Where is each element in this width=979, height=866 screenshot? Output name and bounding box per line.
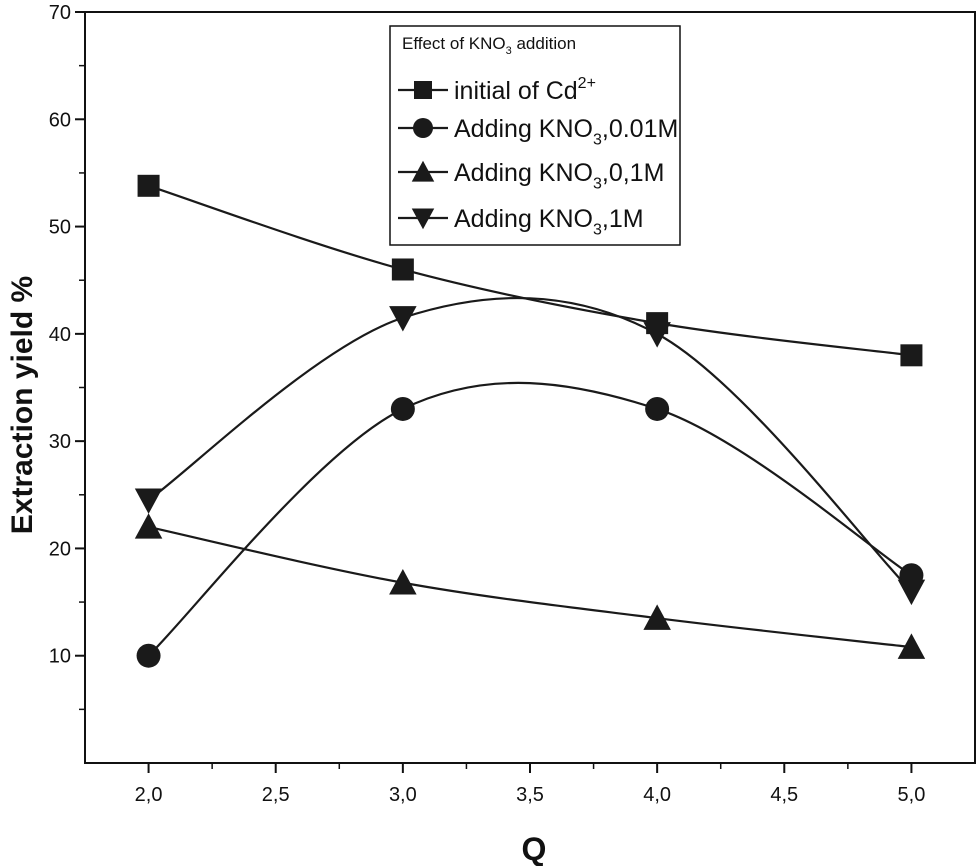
- legend-label: Adding KNO3,0,1M: [454, 159, 664, 193]
- y-tick-label: 20: [49, 538, 71, 560]
- legend-item: initial of Cd2+: [398, 75, 596, 105]
- series-layer: [134, 174, 926, 668]
- legend-marker: [411, 160, 435, 182]
- y-tick-label: 70: [49, 2, 71, 24]
- series-line: [147, 381, 913, 657]
- legend-item: Adding KNO3,1M: [398, 205, 644, 239]
- data-point: [643, 322, 671, 348]
- legend-label: Adding KNO3,1M: [454, 205, 644, 239]
- data-point: [389, 569, 417, 595]
- y-axis-title: Extraction yield %: [6, 276, 39, 534]
- legend-label: Adding KNO3,0.01M: [454, 115, 678, 149]
- x-tick-label: 3,0: [389, 784, 417, 806]
- series-line: [148, 184, 912, 357]
- y-tick-label: 60: [49, 109, 71, 131]
- legend-label: initial of Cd2+: [454, 75, 596, 105]
- legend-marker: [414, 81, 432, 99]
- y-tick-label: 50: [49, 217, 71, 239]
- data-point: [134, 513, 163, 539]
- x-tick-label: 2,0: [135, 784, 163, 806]
- data-point: [900, 344, 923, 367]
- x-tick-label: 3,5: [516, 784, 544, 806]
- data-point: [389, 306, 417, 332]
- y-tick-label: 40: [49, 324, 71, 346]
- data-point: [390, 396, 415, 421]
- data-point: [897, 633, 926, 659]
- legend-marker: [411, 208, 435, 230]
- legend: Effect of KNO3 addition initial of Cd2+ Ad…: [389, 25, 681, 246]
- legend-item: Adding KNO3,0,1M: [398, 159, 664, 193]
- legend-marker: [413, 118, 433, 138]
- series-line: [147, 296, 913, 593]
- x-tick-label: 4,5: [770, 784, 798, 806]
- legend-item: Adding KNO3,0.01M: [398, 115, 678, 149]
- series-triangle-up: [134, 513, 926, 659]
- x-tick-label: 5,0: [898, 784, 926, 806]
- series-circle: [136, 381, 924, 668]
- legend-title: Effect of KNO3 addition: [402, 34, 576, 57]
- legend-box: [389, 25, 681, 246]
- y-tick-label: 10: [49, 646, 71, 668]
- x-tick-label: 2,5: [262, 784, 290, 806]
- data-point: [134, 488, 163, 514]
- data-point: [137, 174, 160, 197]
- x-axis-title: Q: [522, 831, 547, 866]
- data-point: [897, 579, 926, 606]
- series-line: [148, 525, 912, 649]
- data-point: [643, 604, 671, 630]
- x-tick-label: 4,0: [643, 784, 671, 806]
- data-point: [136, 643, 161, 668]
- y-tick-label: 30: [49, 431, 71, 453]
- data-point: [391, 258, 414, 281]
- data-point: [645, 396, 670, 421]
- series-triangle-down: [134, 296, 926, 606]
- axes: 2,0 2,5 3,0 3,5 4,0 4,5 5,0 10 20 30 40 50 60 70: [49, 2, 976, 806]
